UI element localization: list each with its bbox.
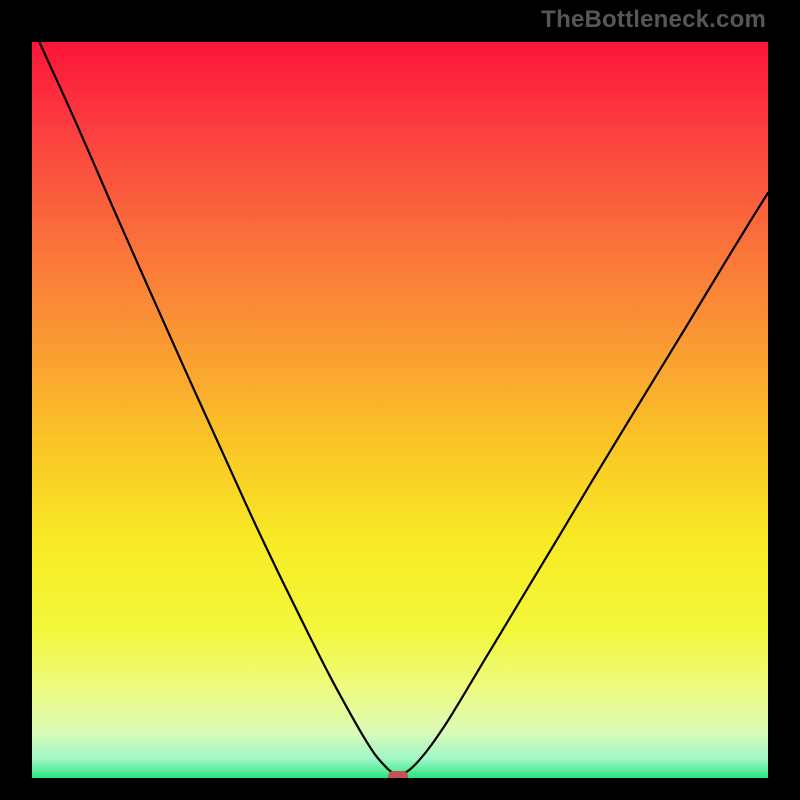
watermark-text: TheBottleneck.com xyxy=(541,6,766,34)
plot-area xyxy=(32,42,768,778)
border-left xyxy=(0,0,32,800)
min-marker xyxy=(388,771,408,778)
chart-frame: TheBottleneck.com xyxy=(0,0,800,800)
border-bottom xyxy=(0,778,800,800)
bottleneck-curve xyxy=(32,42,768,778)
border-right xyxy=(768,0,800,800)
